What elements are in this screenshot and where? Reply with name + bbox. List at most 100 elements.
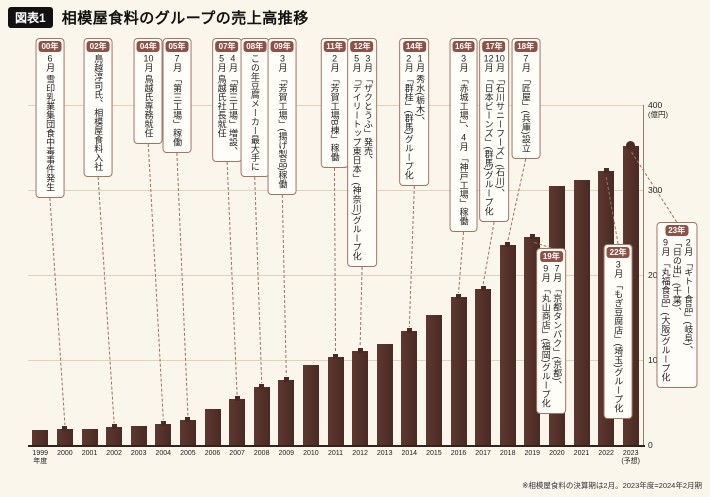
annotation-callout-04年: 04年 10月 鳥越氏専務就任: [133, 38, 163, 144]
annotation-text: 7月 「第三工場」稼働: [171, 54, 183, 147]
annotation-text-column: 7月 「第三工場」稼働: [172, 54, 183, 147]
bar-2019: [524, 236, 541, 445]
annotation-text-column: 7月 「匠屋」(兵庫)設立: [520, 54, 531, 153]
bar-2005: [179, 419, 196, 445]
annotation-year-badge: 11年: [323, 41, 346, 53]
x-axis-label-2016: 2016: [450, 450, 467, 457]
x-axis-label-2008: 2008: [253, 450, 270, 457]
bar-top-marker-2016: [456, 294, 461, 300]
annotation-callout-17年: 17年 10月 「石川サニーフーズ」(石川)、 12月 「日本ビーンズ」(群馬)グル…: [479, 38, 509, 222]
figure-header: 図表1 相模屋食料のグループの売上高推移: [8, 7, 309, 28]
x-axis-label-2013: 2013: [376, 450, 393, 457]
annotation-text-column: この年豆腐メーカー最大手に: [249, 54, 260, 172]
annotation-year-badge: 16年: [452, 41, 475, 53]
annotation-text-column: 「日の出」(千葉)、: [671, 238, 682, 317]
connector-line-14年: [408, 185, 415, 328]
annotation-text-column: 9月 「丸山商店」(福岡)グループ化: [540, 264, 551, 408]
x-axis-label-2018: 2018: [499, 450, 516, 457]
annotation-year-badge: 19年: [539, 251, 563, 263]
annotation-text: 10月 鳥越氏専務就任: [142, 54, 154, 138]
annotation-text-column: 3月 「芳賀工場」(揚げ製品)稼働: [277, 54, 288, 189]
x-axis-label-2009: 2009: [278, 450, 295, 457]
bar-top-marker-2022: [603, 168, 609, 174]
y-axis-label-200: 200: [648, 270, 663, 280]
bar-2000: [56, 428, 73, 445]
connector-line-12年: [359, 266, 363, 347]
y-axis-line: [643, 105, 644, 445]
forecast-dot-marker-2023: [626, 140, 636, 150]
y-axis-label-400: 400 (億円): [648, 100, 668, 120]
x-axis-label-2020: 2020: [549, 450, 565, 457]
x-axis-label-1999: 1999 年度: [25, 450, 56, 467]
bar-top-marker-2017: [480, 285, 486, 291]
x-axis-label-2007: 2007: [229, 450, 245, 457]
x-axis-label-note-2023: (予想): [621, 458, 641, 466]
bar-2014: [401, 331, 418, 445]
bar-top-marker-2004: [160, 420, 166, 426]
annotation-year-badge: 00年: [38, 41, 62, 53]
annotation-year-badge: 12年: [350, 41, 374, 53]
connector-line-02年: [97, 176, 115, 424]
bar-2016: [450, 297, 467, 445]
annotation-text-column: 12月 「日本ビーンズ」(群馬)グループ化: [483, 54, 494, 216]
annotation-callout-11年: 11年 2月 「芳賀工場B棟」稼働: [320, 38, 349, 168]
page-title: 相模屋食料のグループの売上高推移: [61, 10, 309, 27]
annotation-callout-07年: 07年 4月 「第三工場」増設、 5月 鳥越氏社長就任: [212, 38, 242, 162]
annotation-text-column: 3月 「赤城工場」、4月 「神戸工場」稼働: [458, 54, 469, 226]
bar-2010: [302, 365, 319, 445]
x-axis-label-2021: 2021: [573, 450, 590, 457]
x-axis-label-2010: 2010: [303, 450, 319, 457]
bar-2017: [475, 288, 492, 445]
y-axis-unit: (億円): [648, 110, 668, 120]
annotation-year-badge: 17年: [482, 41, 506, 53]
x-axis-label-2011: 2011: [327, 450, 344, 457]
annotation-year-badge: 08年: [243, 41, 267, 53]
bar-top-marker-2000: [62, 425, 68, 431]
bar-2009: [278, 379, 295, 445]
y-axis-label-300: 300: [648, 185, 663, 195]
annotation-text: 3月 「もぎ豆腐店」(埼玉)グループ化: [612, 260, 624, 413]
annotation-year-badge: 22年: [606, 247, 630, 259]
annotation-callout-02年: 02年 鳥越淳司氏、相模屋食料入社: [83, 38, 113, 178]
bar-2002: [106, 427, 123, 445]
figure-tag: 図表1: [8, 7, 53, 28]
annotation-text: 4月 「第三工場」増設、 5月 鳥越氏社長就任: [215, 54, 239, 156]
x-axis-label-2002: 2002: [106, 450, 122, 457]
annotation-text-column: 2月 「ギトー食品」(岐阜)、: [683, 238, 694, 355]
annotation-text-column: 10月 「石川サニーフーズ」(石川)、: [494, 54, 505, 198]
x-axis-label-2017: 2017: [475, 450, 491, 457]
bar-top-marker-2014: [406, 328, 412, 334]
bar-2015: [425, 314, 442, 445]
annotation-text: 7月 「京都タンパク」(京都)、 9月 「丸山商店」(福岡)グループ化: [539, 264, 563, 408]
annotation-year-badge: 04年: [136, 41, 160, 53]
annotation-year-badge: 09年: [270, 41, 294, 53]
annotation-callout-09年: 09年 3月 「芳賀工場」(揚げ製品)稼働: [267, 38, 297, 195]
x-axis-label-2022: 2022: [598, 450, 614, 457]
bar-top-marker-2012: [357, 347, 363, 353]
bar-top-marker-2018: [505, 242, 511, 248]
y-axis-label-0: 0: [648, 440, 653, 450]
connector-line-08年: [254, 176, 263, 384]
bar-2021: [573, 179, 590, 445]
annotation-text: 1月 秀水(栃木)、 2月 「群桂」(群馬)グループ化: [402, 54, 426, 180]
annotation-text: 7月 「匠屋」(兵庫)設立: [520, 54, 532, 153]
x-axis-label-2000: 2000: [57, 450, 73, 457]
annotation-text-column: 2月 「芳賀工場B棟」稼働: [329, 54, 340, 162]
annotation-text-column: 5月 「デイリートップ東日本」(神奈川)グループ化: [351, 54, 362, 261]
annotation-callout-14年: 14年 1月 秀水(栃木)、 2月 「群桂」(群馬)グループ化: [399, 38, 430, 186]
annotation-callout-19年: 19年 7月 「京都タンパク」(京都)、 9月 「丸山商店」(福岡)グループ化: [536, 248, 567, 414]
annotation-text-column: 3月 「ザクとうふ」発売、: [362, 54, 373, 165]
annotation-text: 2月 「芳賀工場B棟」稼働: [328, 54, 340, 162]
connector-line-00年: [49, 197, 66, 425]
annotation-callout-23年: 23年 2月 「ギトー食品」(岐阜)、 「日の出」(千葉)、 9月 「丸福食品」(大阪…: [656, 222, 698, 388]
connector-line-11年: [334, 167, 336, 353]
bar-top-marker-2019: [529, 233, 535, 239]
annotation-year-badge: 18年: [514, 41, 538, 53]
annotation-text-column: 6月 雪印乳業集団食中毒事件発生: [45, 54, 56, 192]
annotation-text: 2月 「ギトー食品」(岐阜)、 「日の出」(千葉)、 9月 「丸福食品」(大阪)グル…: [659, 238, 694, 382]
x-axis-label-2019: 2019: [524, 450, 541, 457]
annotation-year-badge: 07年: [215, 41, 239, 53]
x-axis-label-2001: 2001: [81, 450, 98, 457]
annotation-text-column: 5月 鳥越氏社長就任: [216, 54, 227, 138]
annotation-text-column: 10月 鳥越氏専務就任: [143, 54, 154, 138]
